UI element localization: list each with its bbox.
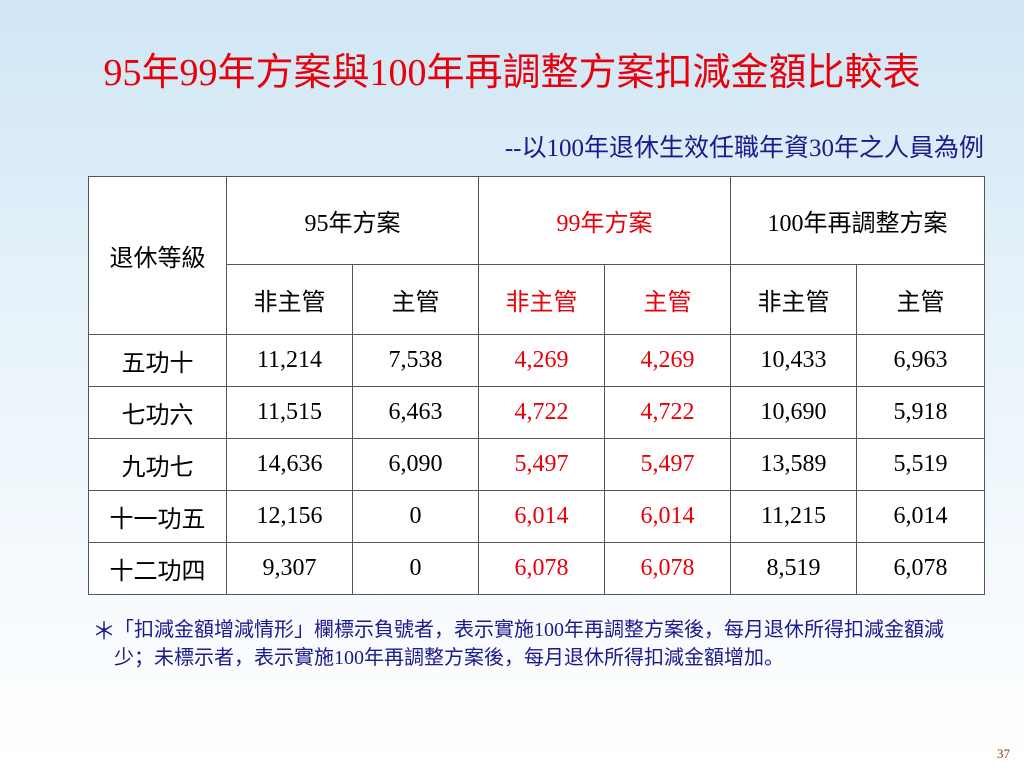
row-grade: 九功七 bbox=[88, 438, 227, 491]
subheader-95-supervisor: 主管 bbox=[352, 264, 479, 335]
cell-value: 5,918 bbox=[856, 386, 985, 439]
cell-value: 11,214 bbox=[226, 334, 353, 387]
footnote-marker: ＊ bbox=[92, 619, 116, 645]
page-title: 95年99年方案與100年再調整方案扣減金額比較表 bbox=[103, 52, 921, 94]
cell-value: 13,589 bbox=[730, 438, 857, 491]
cell-value: 12,156 bbox=[226, 490, 353, 543]
cell-value: 5,497 bbox=[478, 438, 605, 491]
row-grade: 五功十 bbox=[88, 334, 227, 387]
subheader-99-supervisor: 主管 bbox=[604, 264, 731, 335]
cell-value: 11,515 bbox=[226, 386, 353, 439]
header-group-100: 100年再調整方案 bbox=[730, 176, 985, 265]
cell-value: 6,078 bbox=[478, 542, 605, 595]
page-number: 37 bbox=[997, 746, 1010, 761]
subheader-100-nonsupervisor: 非主管 bbox=[730, 264, 857, 335]
row-grade: 七功六 bbox=[88, 386, 227, 439]
cell-value: 6,014 bbox=[856, 490, 985, 543]
cell-value: 10,433 bbox=[730, 334, 857, 387]
table-row: 七功六 11,515 6,463 4,722 4,722 10,690 5,91… bbox=[88, 386, 985, 439]
cell-value: 11,215 bbox=[730, 490, 857, 543]
table-row: 九功七 14,636 6,090 5,497 5,497 13,589 5,51… bbox=[88, 438, 985, 491]
cell-value: 4,269 bbox=[478, 334, 605, 387]
row-grade: 十一功五 bbox=[88, 490, 227, 543]
cell-value: 5,519 bbox=[856, 438, 985, 491]
cell-value: 6,078 bbox=[856, 542, 985, 595]
cell-value: 6,463 bbox=[352, 386, 479, 439]
comparison-table: 退休等級 95年方案 99年方案 100年再調整方案 非主管 主管 非主管 主管… bbox=[88, 176, 985, 595]
cell-value: 7,538 bbox=[352, 334, 479, 387]
cell-value: 4,722 bbox=[604, 386, 731, 439]
table-row: 五功十 11,214 7,538 4,269 4,269 10,433 6,96… bbox=[88, 334, 985, 387]
cell-value: 0 bbox=[352, 490, 479, 543]
subheader-95-nonsupervisor: 非主管 bbox=[226, 264, 353, 335]
header-group-95: 95年方案 bbox=[226, 176, 479, 265]
cell-value: 5,497 bbox=[604, 438, 731, 491]
cell-value: 6,963 bbox=[856, 334, 985, 387]
cell-value: 6,014 bbox=[604, 490, 731, 543]
cell-value: 4,722 bbox=[478, 386, 605, 439]
header-grade: 退休等級 bbox=[88, 176, 227, 335]
cell-value: 14,636 bbox=[226, 438, 353, 491]
cell-value: 6,078 bbox=[604, 542, 731, 595]
cell-value: 9,307 bbox=[226, 542, 353, 595]
cell-value: 10,690 bbox=[730, 386, 857, 439]
table-row: 十一功五 12,156 0 6,014 6,014 11,215 6,014 bbox=[88, 490, 985, 543]
cell-value: 8,519 bbox=[730, 542, 857, 595]
cell-value: 6,090 bbox=[352, 438, 479, 491]
header-group-99: 99年方案 bbox=[478, 176, 731, 265]
page-subtitle: --以100年退休生效任職年資30年之人員為例 bbox=[504, 135, 984, 162]
cell-value: 0 bbox=[352, 542, 479, 595]
subheader-99-nonsupervisor: 非主管 bbox=[478, 264, 605, 335]
subheader-100-supervisor: 主管 bbox=[856, 264, 985, 335]
table-row: 十二功四 9,307 0 6,078 6,078 8,519 6,078 bbox=[88, 542, 985, 595]
row-grade: 十二功四 bbox=[88, 542, 227, 595]
cell-value: 6,014 bbox=[478, 490, 605, 543]
footnote: ＊ 「扣減金額增減情形」欄標示負號者，表示實施100年再調整方案後，每月退休所得… bbox=[92, 616, 952, 672]
footnote-text: 「扣減金額增減情形」欄標示負號者，表示實施100年再調整方案後，每月退休所得扣減… bbox=[114, 619, 944, 669]
cell-value: 4,269 bbox=[604, 334, 731, 387]
